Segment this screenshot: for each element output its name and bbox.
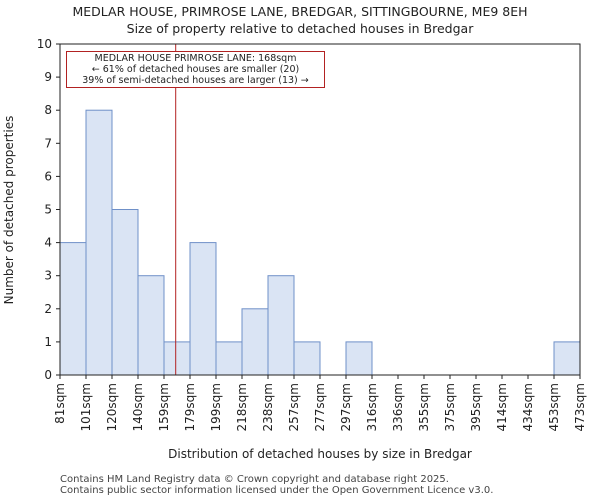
axes-layer: 0 1 2 3 4 5 6 7 8 9 10 81sqm 101sqm 120sqm 140sqm 159sq… — [37, 37, 587, 431]
x-tick-label-297sqm: 297sqm — [339, 383, 353, 431]
footer-line-1: Contains HM Land Registry data © Crown c… — [60, 474, 449, 485]
x-tick-label-218sqm: 218sqm — [235, 383, 249, 431]
bar-297sqm — [345, 341, 373, 376]
y-tick-label-6: 6 — [44, 169, 52, 183]
x-tick-label-453sqm: 453sqm — [547, 383, 561, 431]
bar-101sqm — [85, 109, 113, 376]
x-tick-label-101sqm: 101sqm — [79, 383, 93, 431]
bar-257sqm — [293, 341, 321, 376]
x-tick-label-375sqm: 375sqm — [443, 383, 457, 431]
bars-layer — [59, 109, 581, 376]
x-tick-label-473sqm: 473sqm — [573, 383, 587, 431]
bar-120sqm — [111, 209, 139, 376]
x-tick-label-199sqm: 199sqm — [209, 383, 223, 431]
bar-81sqm — [59, 242, 87, 376]
bar-159sqm — [163, 341, 191, 376]
annotation-line-1: MEDLAR HOUSE PRIMROSE LANE: 168sqm — [94, 53, 297, 64]
x-tick-label-179sqm: 179sqm — [183, 383, 197, 431]
bar-140sqm — [137, 275, 165, 376]
y-tick-label-0: 0 — [44, 368, 52, 382]
annotation-line-2: ← 61% of detached houses are smaller (20… — [91, 64, 300, 75]
x-tick-label-395sqm: 395sqm — [469, 383, 483, 431]
y-tick-label-3: 3 — [44, 269, 52, 283]
x-tick-label-316sqm: 316sqm — [365, 383, 379, 431]
x-tick-label-414sqm: 414sqm — [495, 383, 509, 431]
x-tick-label-140sqm: 140sqm — [131, 383, 145, 431]
x-tick-label-159sqm: 159sqm — [157, 383, 171, 431]
annotation-box: MEDLAR HOUSE PRIMROSE LANE: 168sqm ← 61%… — [66, 51, 325, 88]
y-tick-label-7: 7 — [44, 136, 52, 150]
bar-453sqm — [553, 341, 581, 376]
bar-218sqm — [241, 308, 269, 376]
bar-199sqm — [215, 341, 243, 376]
x-tick-label-434sqm: 434sqm — [521, 383, 535, 431]
chart-subtitle: Size of property relative to detached ho… — [126, 21, 474, 36]
y-tick-label-5: 5 — [44, 203, 52, 217]
x-tick-label-355sqm: 355sqm — [417, 383, 431, 431]
y-tick-label-10: 10 — [37, 37, 52, 51]
chart-title: MEDLAR HOUSE, PRIMROSE LANE, BREDGAR, SI… — [72, 4, 528, 19]
annotation-line-3: 39% of semi-detached houses are larger (… — [82, 75, 309, 86]
x-axis-label: Distribution of detached houses by size … — [168, 447, 472, 461]
y-tick-label-9: 9 — [44, 70, 52, 84]
y-tick-label-4: 4 — [44, 236, 52, 250]
x-tick-label-120sqm: 120sqm — [105, 383, 119, 431]
y-tick-label-2: 2 — [44, 302, 52, 316]
x-tick-label-257sqm: 257sqm — [287, 383, 301, 431]
y-axis-label: Number of detached properties — [2, 116, 16, 305]
bar-179sqm — [189, 242, 217, 376]
footer-line-2: Contains public sector information licen… — [60, 485, 494, 496]
x-tick-label-81sqm: 81sqm — [53, 383, 67, 424]
x-tick-label-336sqm: 336sqm — [391, 383, 405, 431]
y-tick-label-1: 1 — [44, 335, 52, 349]
x-tick-label-277sqm: 277sqm — [313, 383, 327, 431]
bar-238sqm — [267, 275, 295, 376]
y-tick-label-8: 8 — [44, 103, 52, 117]
x-tick-label-238sqm: 238sqm — [261, 383, 275, 431]
